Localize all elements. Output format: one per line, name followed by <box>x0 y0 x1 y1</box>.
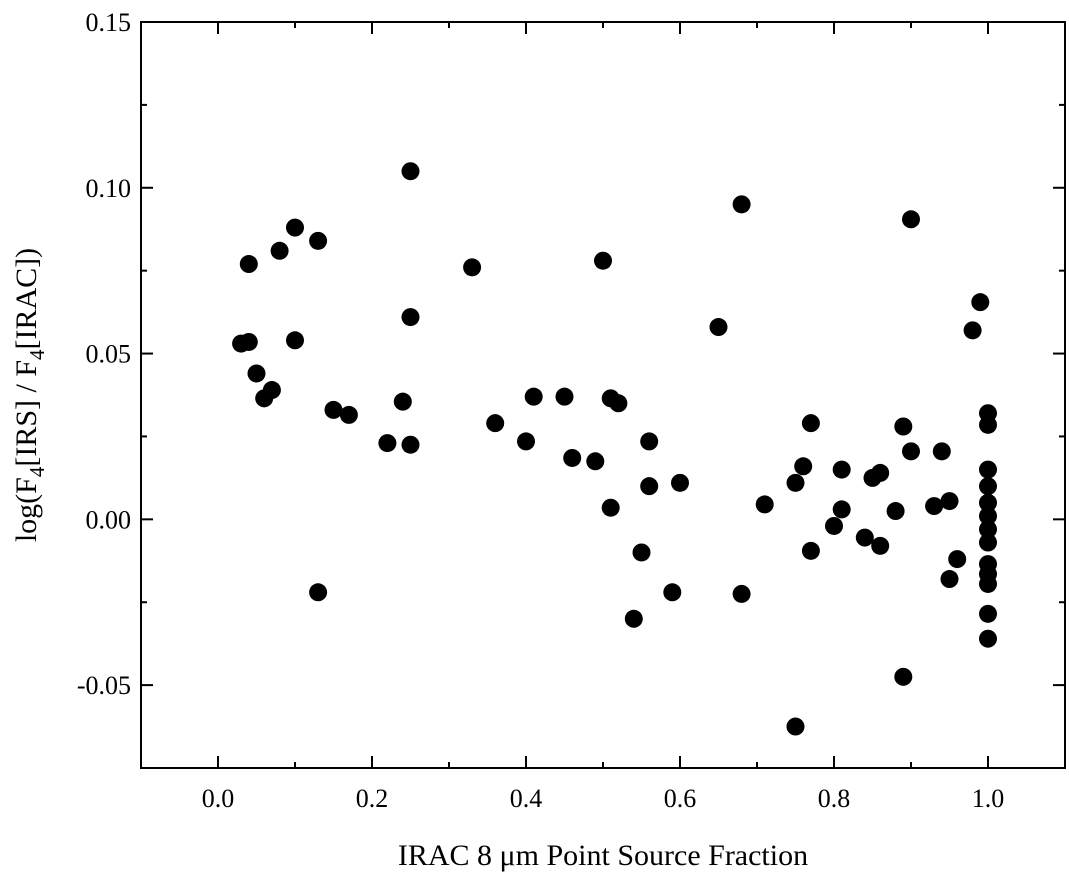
data-point <box>309 232 327 250</box>
data-points <box>232 162 997 735</box>
data-point <box>671 474 689 492</box>
data-point <box>787 718 805 736</box>
x-tick-label: 0.8 <box>818 784 851 813</box>
data-point <box>340 406 358 424</box>
data-point <box>825 517 843 535</box>
axis-ticks: 0.0 0.2 0.4 0.6 0.8 1.0 -0.05 0.00 0.05 0.10 0.15 <box>77 8 1065 813</box>
data-point <box>856 529 874 547</box>
y-tick-label: 0.00 <box>86 505 132 534</box>
data-point <box>271 242 289 260</box>
data-point <box>971 293 989 311</box>
data-point <box>402 162 420 180</box>
data-point <box>640 432 658 450</box>
data-point <box>941 570 959 588</box>
data-point <box>402 308 420 326</box>
data-point <box>640 477 658 495</box>
data-point <box>833 500 851 518</box>
data-point <box>979 416 997 434</box>
data-point <box>733 195 751 213</box>
data-point <box>486 414 504 432</box>
data-point <box>787 474 805 492</box>
data-point <box>378 434 396 452</box>
data-point <box>563 449 581 467</box>
data-point <box>894 417 912 435</box>
data-point <box>240 333 258 351</box>
y-tick-label: 0.10 <box>86 174 132 203</box>
data-point <box>594 252 612 270</box>
data-point <box>733 585 751 603</box>
data-point <box>286 219 304 237</box>
data-point <box>979 575 997 593</box>
data-point <box>633 543 651 561</box>
data-point <box>979 630 997 648</box>
data-point <box>663 583 681 601</box>
data-point <box>802 542 820 560</box>
x-axis-title: IRAC 8 μm Point Source Fraction <box>398 839 808 872</box>
x-tick-label: 0.0 <box>202 784 235 813</box>
data-point <box>240 255 258 273</box>
data-point <box>964 321 982 339</box>
data-point <box>794 457 812 475</box>
data-point <box>463 258 481 276</box>
data-point <box>902 442 920 460</box>
data-point <box>286 331 304 349</box>
data-point <box>248 364 266 382</box>
data-point <box>325 401 343 419</box>
y-tick-label: 0.15 <box>86 8 132 37</box>
data-point <box>902 210 920 228</box>
data-point <box>871 537 889 555</box>
data-point <box>517 432 535 450</box>
data-point <box>979 534 997 552</box>
y-tick-label: 0.05 <box>86 340 132 369</box>
data-point <box>609 394 627 412</box>
x-tick-label: 0.4 <box>510 784 543 813</box>
data-point <box>887 502 905 520</box>
data-point <box>394 393 412 411</box>
data-point <box>933 442 951 460</box>
x-tick-label: 0.2 <box>356 784 389 813</box>
data-point <box>756 495 774 513</box>
data-point <box>941 492 959 510</box>
data-point <box>556 388 574 406</box>
data-point <box>402 436 420 454</box>
y-tick-label: -0.05 <box>77 671 131 700</box>
data-point <box>925 497 943 515</box>
data-point <box>979 605 997 623</box>
data-point <box>710 318 728 336</box>
x-tick-label: 0.6 <box>664 784 697 813</box>
data-point <box>979 477 997 495</box>
data-point <box>625 610 643 628</box>
data-point <box>586 452 604 470</box>
data-point <box>602 499 620 517</box>
data-point <box>309 583 327 601</box>
x-tick-label: 1.0 <box>972 784 1005 813</box>
data-point <box>979 461 997 479</box>
data-point <box>833 461 851 479</box>
data-point <box>525 388 543 406</box>
data-point <box>894 668 912 686</box>
data-point <box>871 464 889 482</box>
data-point <box>263 381 281 399</box>
data-point <box>802 414 820 432</box>
y-axis-title: log(F4[IRS] / F4[IRAC]) <box>10 248 49 542</box>
data-point <box>948 550 966 568</box>
